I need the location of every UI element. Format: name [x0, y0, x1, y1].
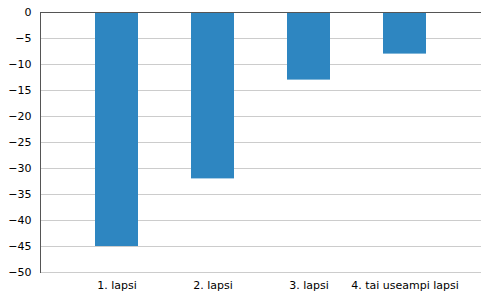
svg-text:−5: −5 [15, 32, 31, 45]
svg-text:−25: −25 [8, 136, 31, 149]
svg-text:1. lapsi: 1. lapsi [97, 279, 137, 292]
svg-text:0: 0 [25, 6, 32, 19]
svg-text:−45: −45 [8, 240, 31, 253]
svg-text:4. tai useampi lapsi: 4. tai useampi lapsi [351, 279, 459, 292]
svg-text:2. lapsi: 2. lapsi [193, 279, 233, 292]
svg-text:−20: −20 [8, 110, 31, 123]
svg-text:3. lapsi: 3. lapsi [289, 279, 329, 292]
svg-text:−35: −35 [8, 188, 31, 201]
svg-text:−50: −50 [8, 266, 31, 279]
svg-text:−30: −30 [8, 162, 31, 175]
svg-text:−40: −40 [8, 214, 31, 227]
svg-text:−10: −10 [8, 58, 31, 71]
svg-text:−15: −15 [8, 84, 31, 97]
